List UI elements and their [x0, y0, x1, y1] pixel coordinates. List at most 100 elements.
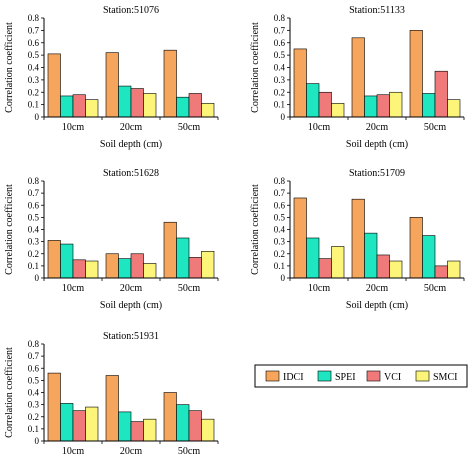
y-tick-label: 0.6: [28, 200, 40, 210]
bar-spei-20cm: [118, 258, 132, 279]
x-axis-label: Soil depth (cm): [100, 300, 162, 311]
bar-smci-50cm: [201, 103, 215, 118]
y-tick-label: 0.6: [28, 38, 40, 48]
y-tick-label: 0.3: [28, 400, 40, 410]
y-tick-label: 0.2: [274, 87, 285, 97]
bar-smci-20cm: [143, 93, 157, 118]
bar-spei-10cm: [306, 83, 320, 118]
x-tick-label: 20cm: [366, 283, 388, 294]
chart-panel-3: Station:51628 10cm 20cm 50cm 0 0.1 0.2 0.3 0.4 0.…: [4, 168, 219, 311]
bar-smci-10cm: [85, 406, 99, 442]
bar-idci-20cm: [351, 37, 365, 118]
x-tick-label: 10cm: [62, 283, 84, 294]
bar-spei-10cm: [60, 403, 74, 442]
x-axis-label: Soil depth (cm): [100, 139, 162, 150]
chart-title: Station:51931: [103, 331, 159, 342]
y-axis-label: Correlation coefficient: [4, 347, 15, 438]
x-tick-label: 10cm: [308, 283, 330, 294]
y-tick-label: 0.7: [274, 188, 286, 198]
y-axis-label: Correlation coefficient: [4, 184, 15, 275]
y-tick-label: 0.1: [28, 261, 39, 271]
bar-spei-10cm: [60, 95, 74, 118]
bar-vci-20cm: [376, 94, 390, 118]
bar-vci-50cm: [434, 70, 448, 118]
x-axis-label: Soil depth (cm): [346, 300, 408, 311]
bar-spei-20cm: [118, 411, 132, 442]
y-tick-label: 0.8: [28, 339, 40, 349]
y-tick-label: 0.5: [28, 50, 40, 60]
bar-smci-20cm: [389, 260, 403, 279]
x-tick-label: 50cm: [178, 283, 200, 294]
legend-label-spei: SPEI: [335, 372, 356, 383]
bar-smci-10cm: [85, 260, 99, 279]
chart-panel-1: Station:51076 10cm 20cm 50cm 0 0.1 0.2 0.3 0.4 0.…: [4, 5, 219, 150]
x-tick-label: 50cm: [424, 122, 446, 133]
bar-spei-10cm: [306, 237, 320, 279]
bar-smci-10cm: [331, 103, 345, 118]
legend-swatch-smci: [415, 370, 430, 382]
bar-idci-50cm: [163, 49, 177, 118]
bar-idci-50cm: [409, 30, 423, 118]
bar-vci-10cm: [72, 259, 86, 279]
y-axis-label: Correlation coefficient: [250, 22, 261, 113]
y-tick-label: 0.2: [28, 249, 39, 259]
y-tick-label: 0: [35, 112, 40, 122]
bar-vci-20cm: [376, 254, 390, 279]
bar-vci-20cm: [130, 421, 144, 442]
bar-idci-20cm: [105, 253, 119, 279]
bar-spei-20cm: [364, 232, 378, 279]
bar-idci-20cm: [351, 198, 365, 279]
y-tick-label: 0.1: [28, 100, 39, 110]
y-axis-label: Correlation coefficient: [250, 184, 261, 275]
x-tick-label: 20cm: [366, 122, 388, 133]
y-tick-label: 0.4: [28, 63, 40, 73]
x-tick-label: 20cm: [120, 122, 142, 133]
bar-smci-50cm: [201, 251, 215, 279]
y-tick-label: 0.8: [28, 176, 40, 186]
y-tick-label: 0.6: [28, 363, 40, 373]
bar-idci-20cm: [105, 52, 119, 118]
bar-idci-10cm: [47, 53, 61, 118]
bar-spei-50cm: [422, 235, 436, 279]
y-tick-label: 0.2: [274, 249, 285, 259]
y-tick-label: 0: [281, 112, 286, 122]
legend-swatch-vci: [366, 370, 381, 382]
bar-idci-50cm: [163, 392, 177, 442]
bar-vci-10cm: [318, 258, 332, 279]
chart-title: Station:51076: [103, 5, 159, 16]
bar-smci-10cm: [85, 99, 99, 118]
legend-swatch-idci: [265, 370, 280, 382]
x-tick-label: 10cm: [62, 446, 84, 457]
y-tick-label: 0.1: [274, 100, 285, 110]
x-tick-label: 50cm: [424, 283, 446, 294]
x-tick-label: 10cm: [308, 122, 330, 133]
chart-panel-2: Station:51133 10cm 20cm 50cm 0 0.1 0.2 0.3 0.4 0.…: [250, 5, 465, 150]
bar-idci-50cm: [409, 217, 423, 279]
chart-title: Station:51133: [349, 5, 405, 16]
bar-idci-10cm: [293, 197, 307, 279]
y-tick-label: 0: [281, 273, 286, 283]
y-tick-label: 0.8: [28, 13, 40, 23]
bar-smci-20cm: [143, 418, 157, 442]
y-tick-label: 0.6: [274, 38, 286, 48]
bar-idci-10cm: [47, 372, 61, 442]
bar-spei-20cm: [118, 85, 132, 118]
bar-vci-50cm: [188, 93, 202, 118]
x-tick-label: 50cm: [178, 122, 200, 133]
y-tick-label: 0.1: [274, 261, 285, 271]
y-tick-label: 0.3: [274, 75, 286, 85]
x-tick-label: 10cm: [62, 122, 84, 133]
bar-vci-20cm: [130, 88, 144, 118]
y-tick-label: 0.7: [28, 25, 40, 35]
y-tick-label: 0.2: [28, 412, 39, 422]
y-tick-label: 0.7: [28, 188, 40, 198]
legend-label-smci: SMCI: [433, 372, 457, 383]
legend-label-idci: IDCI: [283, 372, 304, 383]
bar-vci-10cm: [318, 91, 332, 118]
y-tick-label: 0: [35, 273, 40, 283]
y-axis-label: Correlation coefficient: [4, 22, 15, 113]
bar-vci-50cm: [188, 257, 202, 279]
y-tick-label: 0.4: [28, 225, 40, 235]
y-tick-label: 0.5: [28, 375, 40, 385]
